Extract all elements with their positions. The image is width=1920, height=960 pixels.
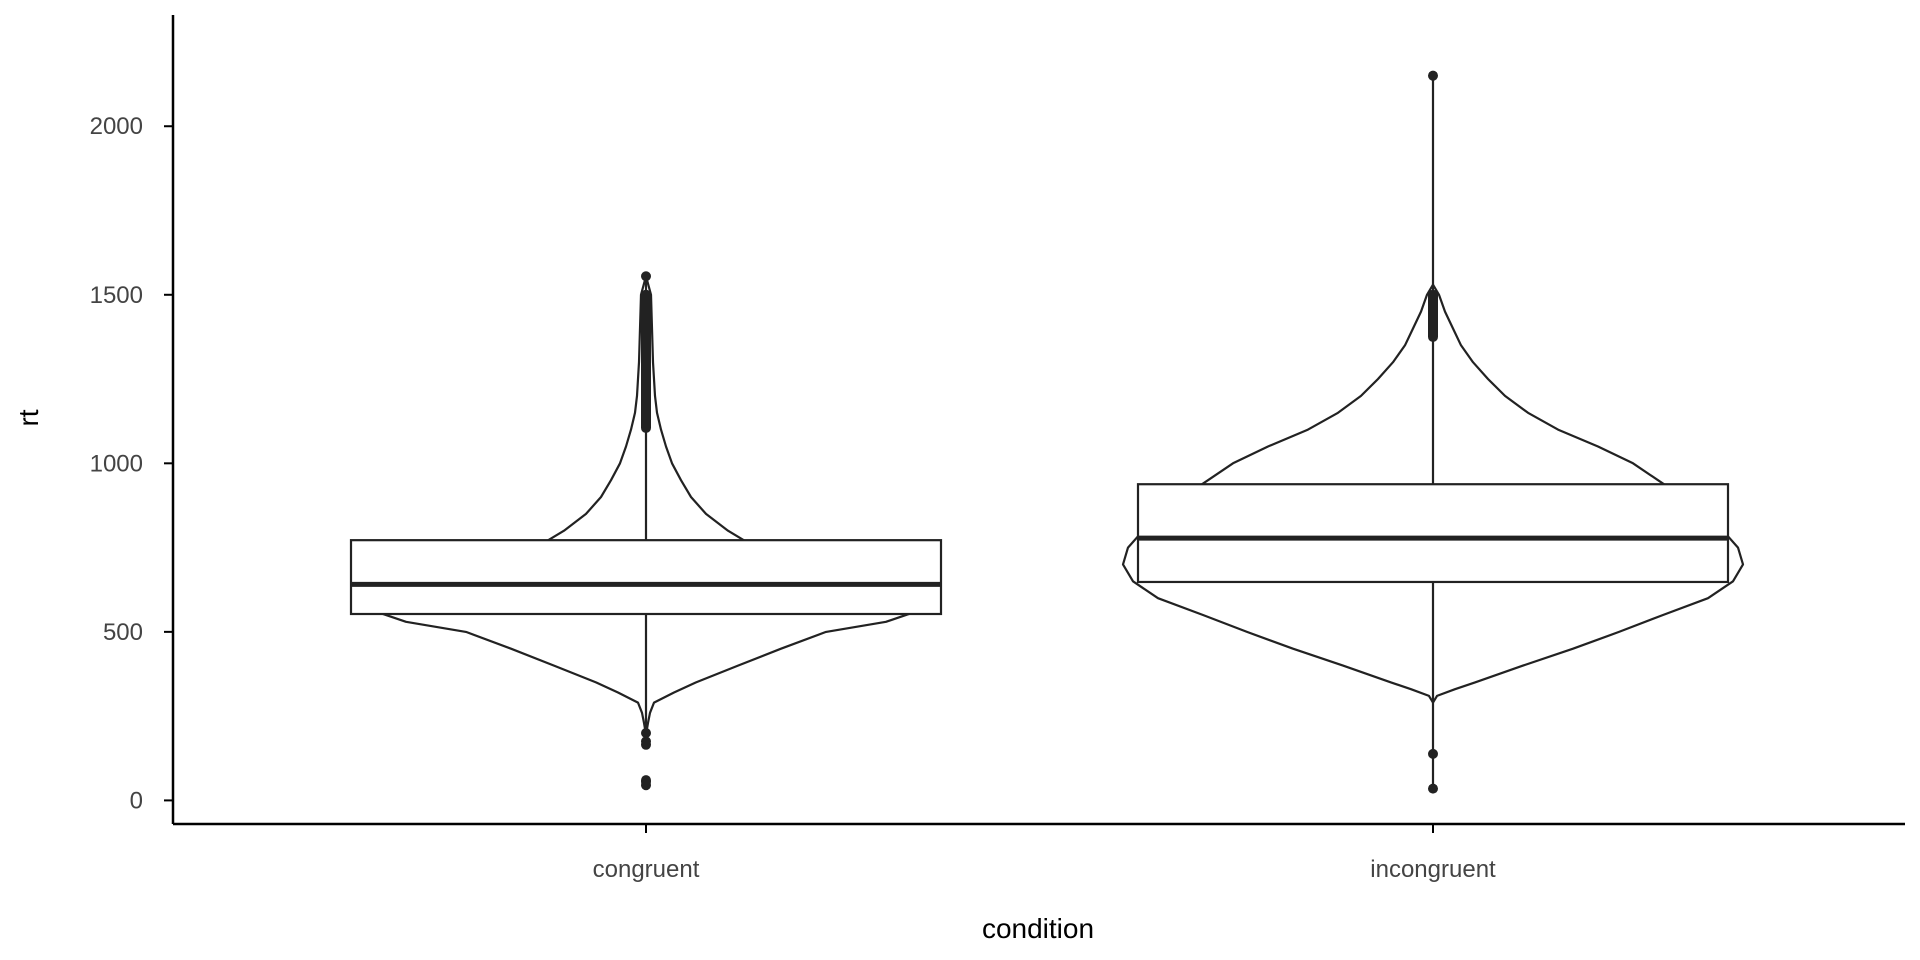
- y-tick-label: 500: [103, 619, 143, 646]
- x-tick-label: congruent: [593, 856, 700, 883]
- group-incongruent: [1121, 70, 1745, 794]
- group-congruent: [349, 271, 943, 791]
- outlier-point: [1428, 70, 1438, 81]
- y-tick-label: 1500: [90, 282, 143, 309]
- box-congruent: [349, 539, 943, 616]
- x-tick-label: incongruent: [1370, 856, 1496, 883]
- plot-area: [349, 70, 1745, 794]
- outlier-point: [641, 736, 651, 747]
- y-tick-label: 0: [130, 787, 143, 814]
- outlier-point: [1428, 748, 1438, 759]
- y-axis-title: rt: [13, 409, 44, 426]
- outlier-point: [641, 727, 651, 738]
- box-incongruent: [1136, 483, 1730, 584]
- x-axis-title: condition: [982, 913, 1094, 944]
- outlier-point: [641, 775, 651, 786]
- outlier-point: [641, 271, 651, 282]
- outlier-point: [1428, 783, 1438, 794]
- y-tick-label: 2000: [90, 113, 143, 140]
- y-tick-label: 1000: [90, 450, 143, 477]
- axes: 0 500 1000 1500 2000 congruent incongruent: [90, 15, 1905, 883]
